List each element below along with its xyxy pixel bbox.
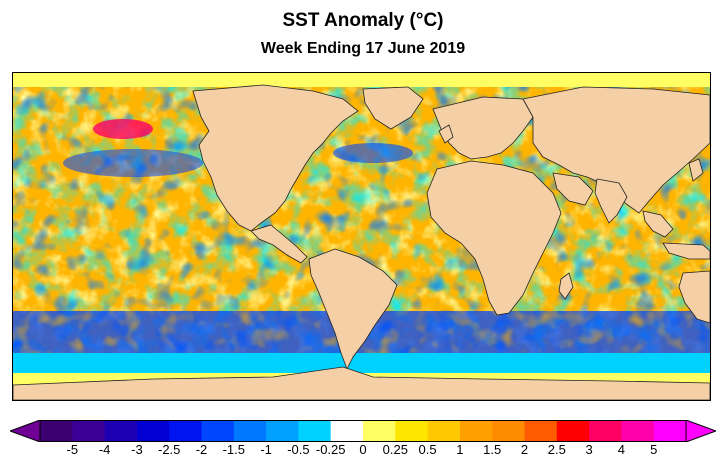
colorbar-over-triangle [685, 419, 718, 443]
colorbar-tick-label: 0.25 [382, 442, 408, 457]
greenland [362, 86, 424, 130]
colorbar-swatch [169, 420, 202, 442]
colorbar-tick-label: -0.25 [315, 442, 346, 457]
colorbar-tick-label: 1 [456, 442, 464, 457]
southeast-asia [642, 210, 674, 238]
colorbar-tick-label: -3 [131, 442, 143, 457]
map-title: SST Anomaly (°C) [282, 10, 444, 31]
madagascar [558, 272, 574, 300]
colorbar-tick-label: 2 [520, 442, 529, 457]
north-america [192, 84, 359, 232]
colorbar-tick-labels: -5 -4 -3 -2.5 -2 -1.5 -1 -0.5 -0.25 0 0.25 0.5 1 1.5 2… [0, 442, 726, 462]
arctic-band [13, 73, 710, 87]
colorbar-under-triangle [8, 419, 41, 443]
colorbar-swatch [653, 420, 687, 442]
australia [678, 270, 710, 324]
colorbar-swatch [266, 420, 299, 442]
colorbar [8, 419, 718, 443]
colorbar-swatch [40, 420, 73, 442]
colorbar-tick-label: 2.5 [547, 442, 566, 457]
bering-warm-patch [93, 119, 153, 139]
colorbar-swatch [621, 420, 655, 442]
land-masses [13, 84, 710, 400]
colorbar-swatch [233, 420, 267, 442]
colorbar-swatch [363, 420, 396, 442]
colorbar-tick-label: 5 [650, 442, 658, 457]
sst-anomaly-map [12, 72, 711, 401]
colorbar-swatch [298, 420, 332, 442]
map-subtitle: Week Ending 17 June 2019 [260, 40, 466, 57]
colorbar-swatch [556, 420, 590, 442]
colorbar-swatch [136, 420, 170, 442]
north-pacific-cold-patch [63, 149, 203, 177]
colorbar-swatch [524, 420, 558, 442]
colorbar-swatch [459, 420, 493, 442]
colorbar-swatch [104, 420, 138, 442]
africa [426, 160, 562, 316]
british-isles [438, 124, 454, 144]
colorbar-tick-label: 4 [617, 442, 626, 457]
indonesia [662, 242, 710, 260]
colorbar-tick-label: 0.5 [418, 442, 437, 457]
japan [688, 158, 704, 182]
colorbar-swatch [427, 420, 461, 442]
indian-subcontinent [594, 178, 628, 224]
colorbar-swatch [330, 420, 364, 442]
colorbar-swatch [492, 420, 525, 442]
colorbar-swatch [72, 420, 106, 442]
colorbar-tick-label: -5 [66, 442, 79, 457]
colorbar-swatch [589, 420, 622, 442]
colorbar-tick-label: -2 [195, 442, 208, 457]
arabian-peninsula [552, 172, 594, 206]
colorbar-tick-label: -2.5 [157, 442, 181, 457]
colorbar-tick-label: 0 [359, 442, 367, 457]
colorbar-swatch [201, 420, 235, 442]
north-atlantic-cold-patch [333, 143, 413, 163]
central-america [250, 224, 308, 264]
south-america [308, 248, 398, 370]
colorbar-swatch [395, 420, 429, 442]
colorbar-tick-label: -4 [98, 442, 111, 457]
asia [522, 86, 710, 214]
colorbar-tick-label: -1 [260, 442, 272, 457]
colorbar-tick-label: 3 [585, 442, 593, 457]
antarctica [13, 366, 710, 400]
colorbar-tick-label: -0.5 [287, 442, 310, 457]
colorbar-tick-label: -1.5 [222, 442, 245, 457]
colorbar-tick-label: 1.5 [483, 442, 502, 457]
